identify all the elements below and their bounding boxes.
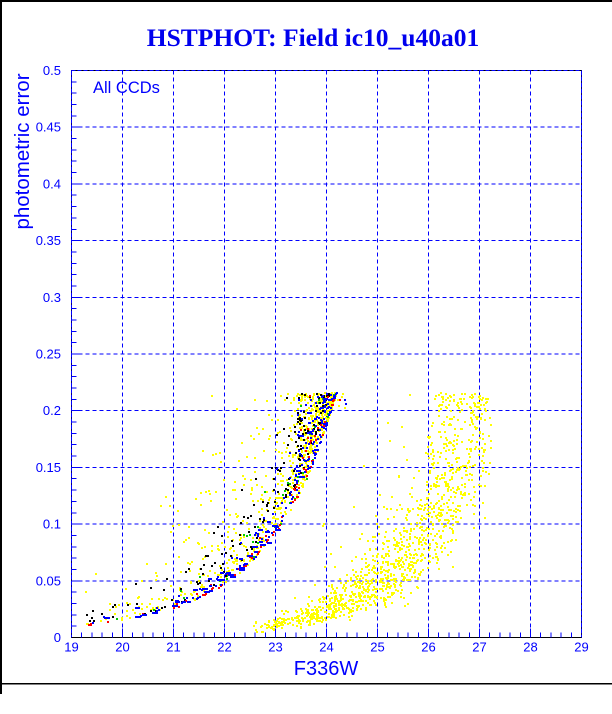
svg-text:26: 26 (421, 640, 435, 655)
svg-text:0.4: 0.4 (43, 176, 61, 191)
svg-text:23: 23 (268, 640, 282, 655)
svg-text:0.1: 0.1 (43, 517, 61, 532)
svg-text:0.25: 0.25 (36, 347, 61, 362)
svg-text:0.5: 0.5 (43, 63, 61, 78)
svg-text:F336W: F336W (294, 658, 359, 680)
svg-text:20: 20 (115, 640, 129, 655)
svg-text:photometric error: photometric error (11, 73, 34, 229)
svg-text:HSTPHOT: Field ic10_u40a01: HSTPHOT: Field ic10_u40a01 (147, 23, 479, 52)
svg-text:0.45: 0.45 (36, 120, 61, 135)
svg-text:0.05: 0.05 (36, 573, 61, 588)
svg-text:24: 24 (319, 640, 333, 655)
svg-text:29: 29 (574, 640, 588, 655)
svg-text:27: 27 (472, 640, 486, 655)
svg-text:0.15: 0.15 (36, 460, 61, 475)
svg-text:All CCDs: All CCDs (93, 79, 160, 97)
svg-text:0.3: 0.3 (43, 290, 61, 305)
svg-text:28: 28 (523, 640, 537, 655)
svg-text:0: 0 (54, 630, 61, 645)
svg-text:19: 19 (64, 640, 78, 655)
svg-text:0.35: 0.35 (36, 233, 61, 248)
svg-text:21: 21 (166, 640, 180, 655)
svg-text:22: 22 (217, 640, 231, 655)
svg-text:0.2: 0.2 (43, 403, 61, 418)
svg-text:25: 25 (370, 640, 384, 655)
